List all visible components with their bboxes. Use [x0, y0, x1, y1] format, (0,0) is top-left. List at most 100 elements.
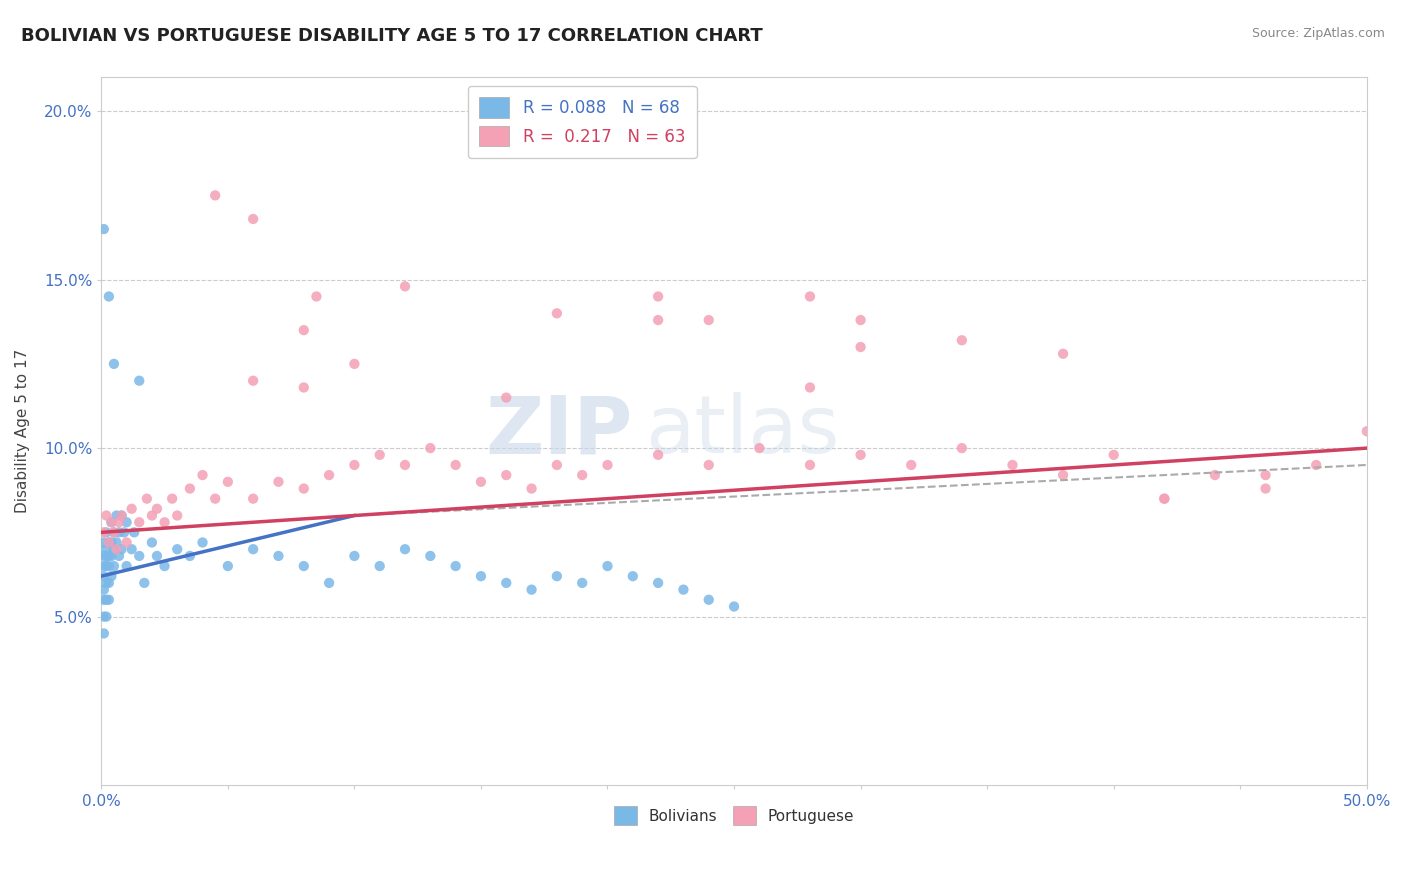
Text: BOLIVIAN VS PORTUGUESE DISABILITY AGE 5 TO 17 CORRELATION CHART: BOLIVIAN VS PORTUGUESE DISABILITY AGE 5 …	[21, 27, 763, 45]
Point	[799, 289, 821, 303]
Point	[93, 559, 115, 574]
Point	[1254, 468, 1277, 483]
Point	[318, 468, 340, 483]
Point	[495, 575, 517, 590]
Point	[647, 289, 669, 303]
Point	[267, 549, 290, 563]
Point	[217, 559, 239, 574]
Point	[97, 592, 120, 607]
Point	[697, 592, 720, 607]
Point	[179, 549, 201, 563]
Point	[647, 313, 669, 327]
Point	[368, 448, 391, 462]
Point	[153, 559, 176, 574]
Point	[97, 549, 120, 563]
Point	[900, 458, 922, 472]
Point	[242, 374, 264, 388]
Point	[596, 458, 619, 472]
Point	[135, 491, 157, 506]
Point	[121, 542, 143, 557]
Point	[100, 549, 122, 563]
Point	[647, 448, 669, 462]
Point	[1052, 347, 1074, 361]
Point	[97, 535, 120, 549]
Point	[134, 575, 156, 590]
Point	[115, 535, 138, 549]
Point	[103, 542, 125, 557]
Point	[697, 458, 720, 472]
Point	[419, 441, 441, 455]
Point	[292, 323, 315, 337]
Point	[105, 542, 128, 557]
Point	[520, 582, 543, 597]
Point	[96, 542, 118, 557]
Point	[1204, 468, 1226, 483]
Point	[93, 549, 115, 563]
Point	[394, 542, 416, 557]
Point	[343, 458, 366, 472]
Point	[343, 549, 366, 563]
Point	[100, 515, 122, 529]
Text: atlas: atlas	[645, 392, 839, 470]
Point	[103, 525, 125, 540]
Point	[191, 468, 214, 483]
Point	[621, 569, 644, 583]
Point	[108, 549, 131, 563]
Y-axis label: Disability Age 5 to 17: Disability Age 5 to 17	[15, 349, 30, 514]
Point	[217, 475, 239, 489]
Point	[546, 458, 568, 472]
Point	[179, 482, 201, 496]
Point	[93, 582, 115, 597]
Point	[368, 559, 391, 574]
Point	[122, 525, 145, 540]
Point	[1001, 458, 1024, 472]
Point	[103, 559, 125, 574]
Point	[571, 468, 593, 483]
Point	[799, 458, 821, 472]
Point	[444, 458, 467, 472]
Point	[1153, 491, 1175, 506]
Point	[146, 549, 169, 563]
Point	[93, 626, 115, 640]
Point	[292, 482, 315, 496]
Point	[128, 374, 150, 388]
Point	[146, 501, 169, 516]
Point	[121, 501, 143, 516]
Point	[100, 515, 122, 529]
Point	[191, 535, 214, 549]
Point	[723, 599, 745, 614]
Point	[546, 569, 568, 583]
Point	[204, 188, 226, 202]
Point	[96, 525, 118, 540]
Point	[495, 468, 517, 483]
Point	[103, 525, 125, 540]
Point	[1254, 482, 1277, 496]
Point	[97, 559, 120, 574]
Point	[470, 475, 492, 489]
Point	[100, 535, 122, 549]
Point	[242, 491, 264, 506]
Point	[394, 279, 416, 293]
Point	[318, 575, 340, 590]
Point	[1052, 468, 1074, 483]
Point	[128, 515, 150, 529]
Point	[93, 592, 115, 607]
Point	[93, 222, 115, 236]
Point	[292, 559, 315, 574]
Point	[242, 542, 264, 557]
Point	[444, 559, 467, 574]
Point	[96, 609, 118, 624]
Point	[141, 535, 163, 549]
Point	[394, 458, 416, 472]
Point	[108, 525, 131, 540]
Point	[93, 525, 115, 540]
Point	[166, 508, 188, 523]
Point	[204, 491, 226, 506]
Point	[93, 535, 115, 549]
Point	[799, 380, 821, 394]
Point	[697, 313, 720, 327]
Point	[849, 313, 872, 327]
Point	[96, 559, 118, 574]
Point	[950, 441, 973, 455]
Point	[849, 340, 872, 354]
